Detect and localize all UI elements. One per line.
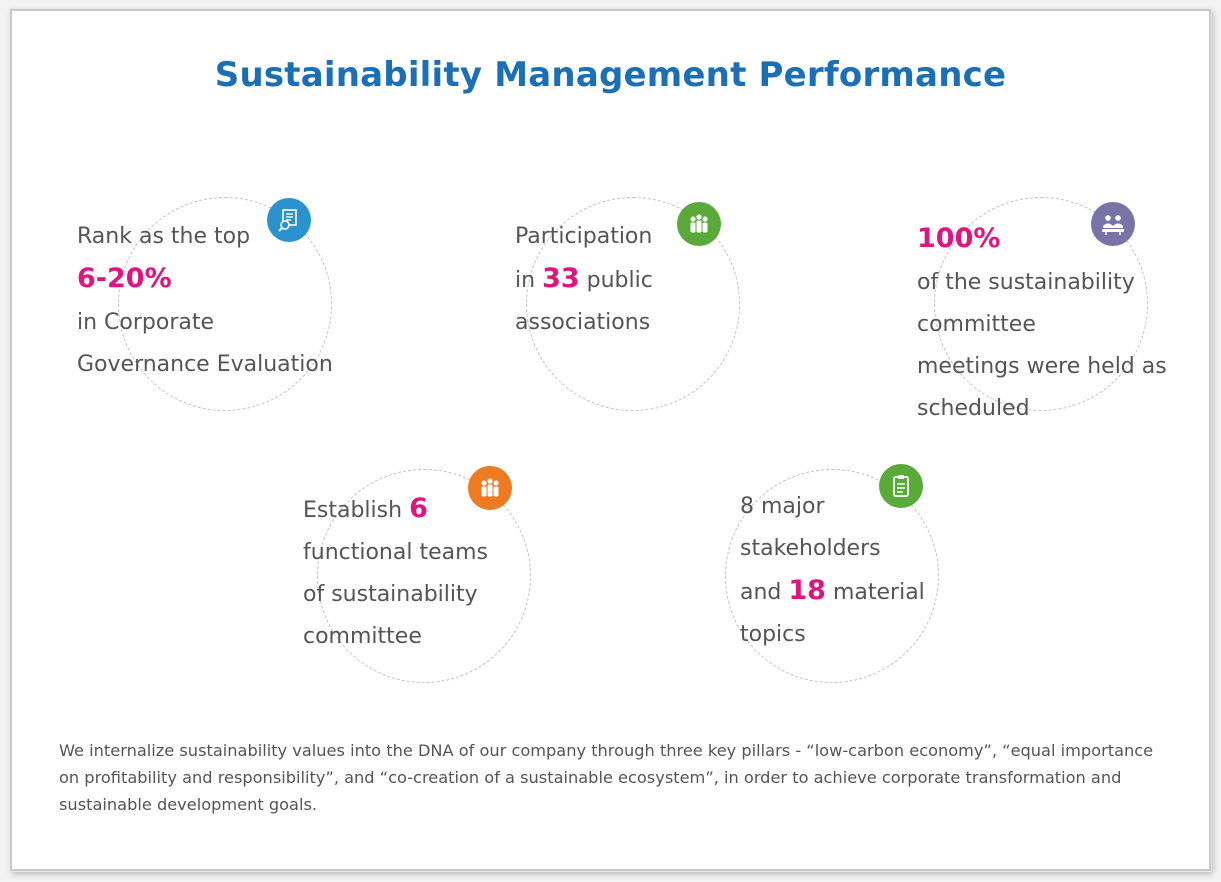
meetings-line5: scheduled <box>917 396 1030 421</box>
page-title: Sustainability Management Performance <box>214 55 1007 95</box>
associations-highlight: 33 <box>542 263 580 294</box>
associations-suffix: public <box>586 268 653 293</box>
meeting-icon <box>1091 202 1135 246</box>
footer-paragraph: We internalize sustainability values int… <box>59 741 1154 814</box>
associations-text: Participation in 33 public associations <box>515 216 653 344</box>
stakeholders-line1: 8 major <box>740 494 825 519</box>
teams-line2: functional teams <box>303 540 488 565</box>
teams-line4: committee <box>303 624 422 649</box>
governance-highlight: 6-20% <box>77 263 172 294</box>
governance-line1: Rank as the top <box>77 224 251 249</box>
teams-prefix: Establish <box>303 498 403 523</box>
dashed-circle-associations <box>526 197 740 411</box>
governance-line3: in Corporate <box>77 310 215 335</box>
dashed-circle-teams <box>317 469 531 683</box>
dashed-circle-meetings <box>934 197 1148 411</box>
clipboard-icon <box>879 464 923 508</box>
magnifier-document-icon <box>267 198 311 242</box>
dashed-circle-stakeholders <box>725 469 939 683</box>
content-frame <box>10 9 1211 871</box>
stakeholders-highlight: 18 <box>788 575 826 606</box>
stakeholders-prefix: and <box>740 580 782 605</box>
associations-line1: Participation <box>515 224 653 249</box>
stakeholders-text: 8 major stakeholders and 18 material top… <box>740 486 925 656</box>
stakeholders-line4: topics <box>740 622 806 647</box>
meetings-line3: committee <box>917 312 1036 337</box>
meetings-line4: meetings were held as <box>917 354 1167 379</box>
associations-prefix: in <box>515 268 536 293</box>
governance-text: Rank as the top 6-20% in Corporate Gover… <box>77 216 333 386</box>
meetings-highlight: 100% <box>917 223 1001 254</box>
meetings-text: 100% of the sustainability committee mee… <box>917 218 1167 430</box>
teams-line3: of sustainability <box>303 582 478 607</box>
people-group-icon <box>677 202 721 246</box>
dashed-circle-governance <box>118 197 332 411</box>
teams-text: Establish 6 functional teams of sustaina… <box>303 488 488 658</box>
meetings-line2: of the sustainability <box>917 270 1135 295</box>
associations-line3: associations <box>515 310 651 335</box>
stakeholders-line2: stakeholders <box>740 536 881 561</box>
governance-line4: Governance Evaluation <box>77 352 333 377</box>
teams-highlight: 6 <box>409 493 428 524</box>
team-icon <box>468 466 512 510</box>
stakeholders-suffix: material <box>832 580 925 605</box>
